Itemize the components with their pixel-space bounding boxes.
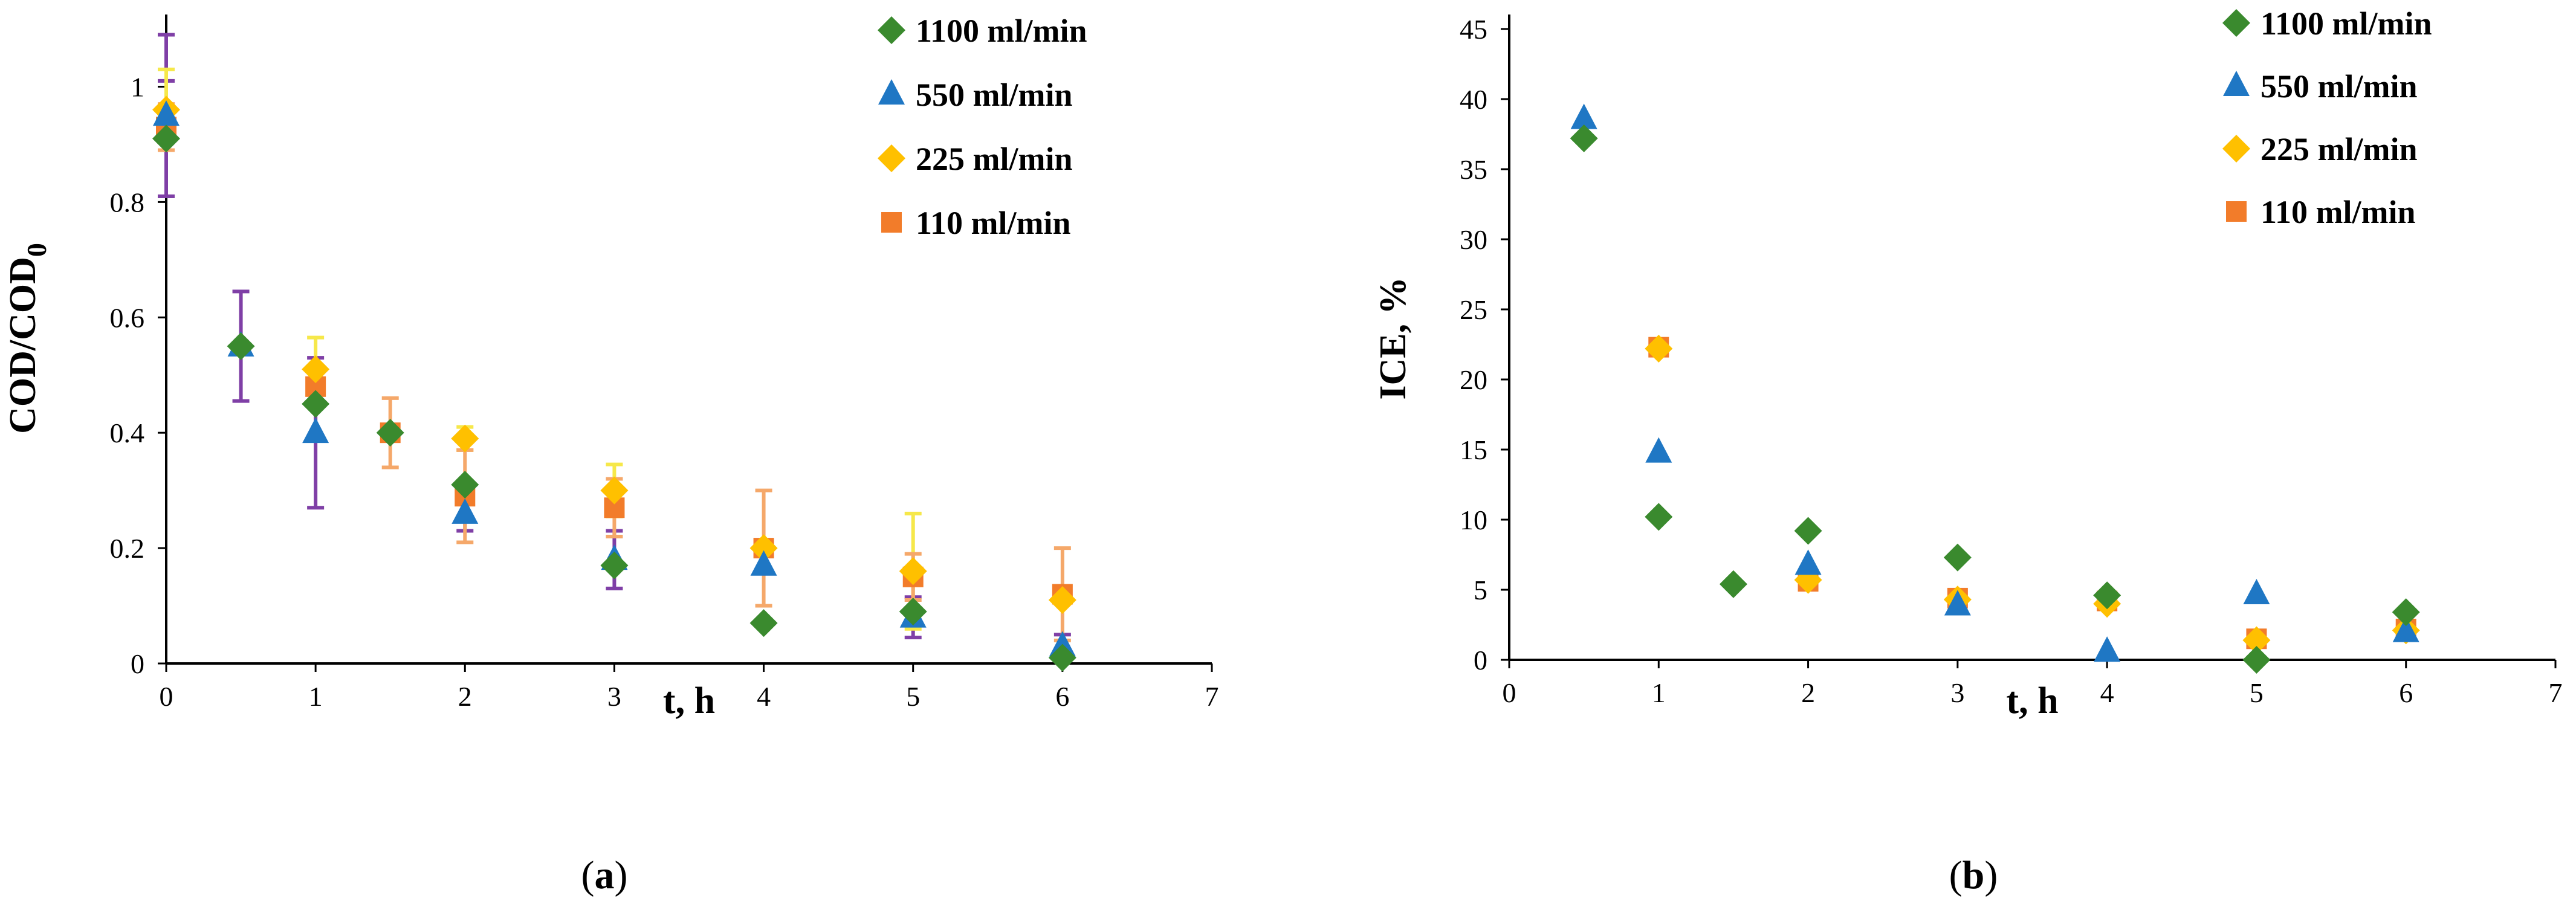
y-tick-label: 5 <box>1474 575 1487 605</box>
x-tick-label: 4 <box>2100 677 2114 708</box>
data-point <box>2094 636 2121 662</box>
data-point <box>1645 503 1673 531</box>
x-tick-label: 7 <box>1205 681 1219 712</box>
y-tick-label: 0.8 <box>110 187 145 218</box>
data-point <box>1943 543 1972 572</box>
data-point <box>152 124 180 153</box>
data-point <box>749 609 778 637</box>
legend-marker <box>2222 9 2250 37</box>
legend-label: 110 ml/min <box>916 205 1071 241</box>
data-point <box>750 550 777 576</box>
data-point <box>2392 616 2419 642</box>
data-point <box>1944 590 1971 616</box>
data-point <box>1570 124 1598 152</box>
legend-marker <box>878 16 905 44</box>
legend-marker <box>2223 71 2250 96</box>
legend-label: 110 ml/min <box>2260 194 2416 230</box>
legend-label: 1100 ml/min <box>2260 5 2432 42</box>
data-point <box>2243 578 2270 604</box>
y-tick-label: 30 <box>1460 224 1487 255</box>
data-point <box>2242 646 2271 674</box>
data-point <box>451 424 479 453</box>
data-point <box>600 476 629 505</box>
legend-marker <box>878 79 905 105</box>
x-tick-label: 1 <box>309 681 323 712</box>
data-point <box>2392 598 2420 627</box>
x-axis-label: t, h <box>663 680 715 721</box>
y-tick-label: 10 <box>1460 505 1487 535</box>
x-axis-label: t, h <box>2006 680 2058 721</box>
y-tick-label: 0.6 <box>110 302 145 333</box>
y-tick-label: 0 <box>131 648 144 679</box>
y-tick-label: 0.2 <box>110 533 145 564</box>
y-tick-label: 45 <box>1460 14 1487 45</box>
legend-label: 1100 ml/min <box>916 13 1087 49</box>
legend-label: 550 ml/min <box>2260 68 2418 105</box>
data-point <box>1048 586 1076 614</box>
data-point <box>451 498 479 524</box>
data-point <box>1049 631 1076 657</box>
x-tick-label: 6 <box>1055 681 1069 712</box>
data-point <box>227 332 255 360</box>
panel-caption: (b) <box>1949 853 1998 897</box>
x-tick-label: 4 <box>757 681 771 712</box>
data-point <box>153 100 180 126</box>
legend-marker <box>2222 135 2250 163</box>
x-tick-label: 6 <box>2399 677 2413 708</box>
data-point <box>899 557 927 586</box>
y-tick-label: 0.4 <box>110 418 145 448</box>
data-point <box>899 598 927 626</box>
data-point <box>1570 103 1597 129</box>
x-tick-label: 3 <box>607 681 621 712</box>
data-point <box>302 418 329 444</box>
data-point <box>1794 549 1822 575</box>
data-point <box>376 419 404 447</box>
x-tick-label: 2 <box>458 681 472 712</box>
data-point <box>1048 644 1076 672</box>
data-point <box>1645 437 1672 463</box>
y-tick-label: 25 <box>1460 294 1487 325</box>
data-point <box>749 534 778 563</box>
data-point <box>1645 334 1673 363</box>
panel-caption: (a) <box>581 853 628 897</box>
legend-marker <box>881 212 902 233</box>
data-point <box>2242 626 2271 654</box>
y-tick-label: 40 <box>1460 84 1487 115</box>
x-tick-label: 3 <box>1950 677 1964 708</box>
chart-panel-a: 0 1 2 3 4 5 6 7 0 0.2 0.4 0.6 0.8 1 1100 ml/min 550 ml/… <box>2 13 1219 897</box>
x-tick-label: 0 <box>1503 677 1516 708</box>
legend-label: 550 ml/min <box>916 77 1073 113</box>
data-point <box>600 551 629 579</box>
x-tick-label: 7 <box>2549 677 2563 708</box>
y-tick-label: 20 <box>1460 364 1487 395</box>
x-tick-label: 2 <box>1801 677 1815 708</box>
y-tick-label: 15 <box>1460 434 1487 465</box>
data-point <box>451 471 479 499</box>
x-tick-label: 0 <box>160 681 173 712</box>
x-tick-label: 1 <box>1652 677 1666 708</box>
data-point <box>2093 581 2121 610</box>
legend-label: 225 ml/min <box>2260 131 2418 167</box>
y-axis-label: COD/COD0 <box>2 243 52 434</box>
data-point <box>302 355 330 384</box>
y-tick-label: 1 <box>131 71 144 102</box>
legend-label: 225 ml/min <box>916 141 1073 177</box>
data-point <box>1794 517 1822 545</box>
x-tick-label: 5 <box>906 681 920 712</box>
y-axis-label: ICE, % <box>1373 277 1414 399</box>
y-tick-label: 0 <box>1474 645 1487 676</box>
data-point <box>302 390 330 418</box>
data-point <box>1719 570 1747 598</box>
x-tick-label: 5 <box>2250 677 2264 708</box>
legend-marker <box>2226 201 2247 222</box>
y-tick-label: 35 <box>1460 154 1487 185</box>
legend-marker <box>878 144 905 172</box>
